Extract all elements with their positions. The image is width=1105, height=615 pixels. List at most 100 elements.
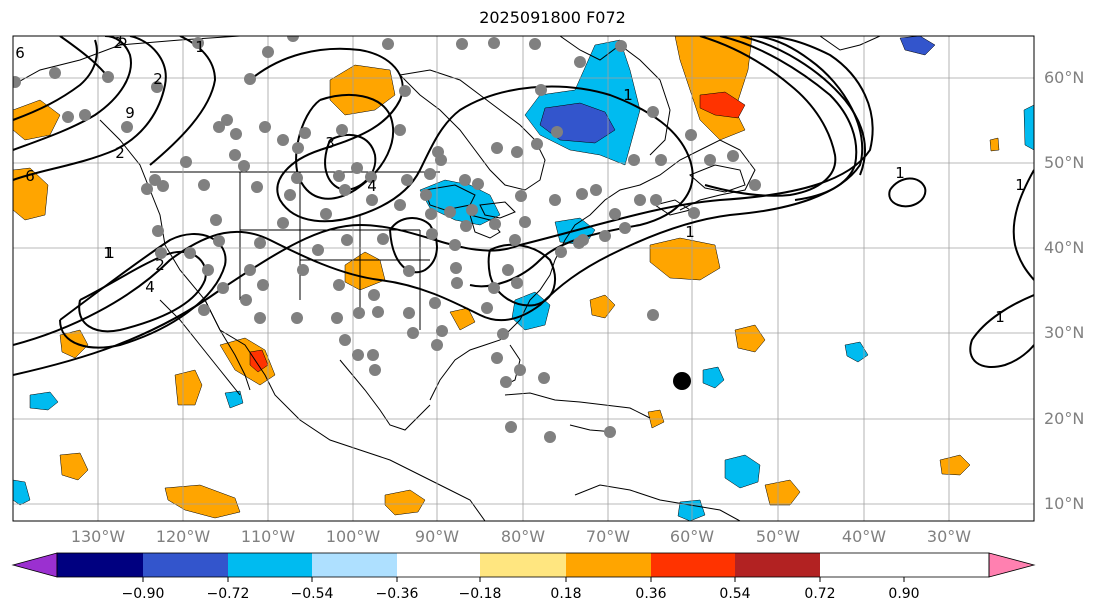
station-dot	[628, 154, 640, 166]
colorbar-arrow-right	[988, 552, 1036, 578]
anomaly-fill-region	[249, 349, 269, 373]
colorbar-frame	[56, 552, 990, 578]
longitude-label: 110°W	[240, 527, 296, 546]
station-dot	[435, 154, 447, 166]
station-dot	[382, 38, 394, 50]
station-dot	[141, 183, 153, 195]
station-dot	[489, 218, 501, 230]
contour-label: 1	[685, 223, 695, 241]
station-dot	[551, 126, 563, 138]
colorbar-segment	[480, 553, 566, 577]
colorbar-tick-label: −0.54	[290, 586, 334, 602]
station-dot	[287, 36, 299, 42]
station-dot	[369, 364, 381, 376]
longitude-label: 50°W	[755, 527, 801, 546]
station-dot	[198, 179, 210, 191]
contour-label: 2	[155, 256, 165, 274]
station-dot	[210, 214, 222, 226]
station-dot	[555, 246, 567, 258]
station-dot	[497, 328, 509, 340]
latitude-label: 60°N	[1044, 68, 1085, 87]
colorbar-tick-label: 0.36	[635, 586, 667, 602]
station-dot	[549, 194, 561, 206]
contour-label: 1	[103, 244, 113, 262]
station-dot	[341, 234, 353, 246]
contour-label: 3	[325, 134, 335, 152]
station-dot	[213, 235, 225, 247]
station-dot	[238, 160, 250, 172]
station-dot	[444, 206, 456, 218]
longitude-label: 90°W	[414, 527, 460, 546]
coastline-path	[204, 299, 251, 391]
station-dot	[531, 138, 543, 150]
anomaly-fill-region	[899, 36, 936, 56]
station-dot	[49, 67, 61, 79]
station-dot	[576, 188, 588, 200]
station-dot	[254, 237, 266, 249]
station-dot	[488, 37, 500, 49]
station-dot	[505, 421, 517, 433]
contour-line	[699, 36, 837, 197]
colorbar-tick-label: −0.90	[121, 586, 165, 602]
longitude-label: 130°W	[70, 527, 126, 546]
station-dot	[368, 289, 380, 301]
contour-line	[59, 233, 227, 349]
colorbar-segment	[735, 553, 820, 577]
station-dot	[213, 121, 225, 133]
contour-label: 1	[623, 86, 633, 104]
map-frame	[12, 35, 1035, 522]
station-dot	[407, 327, 419, 339]
station-dot	[339, 184, 351, 196]
contour-label: 2	[115, 144, 125, 162]
station-dot	[229, 149, 241, 161]
contour-line	[78, 250, 207, 333]
coastline-path	[689, 164, 746, 193]
colorbar-tick-label: −0.18	[458, 586, 502, 602]
contour-line	[13, 39, 98, 121]
anomaly-fill-region	[59, 452, 89, 481]
contour-line	[324, 134, 377, 192]
station-dot	[459, 174, 471, 186]
longitude-label: 100°W	[325, 527, 381, 546]
station-dot	[451, 277, 463, 289]
station-dot	[500, 376, 512, 388]
station-dot	[13, 76, 21, 88]
station-dot	[262, 46, 274, 58]
station-dot	[79, 109, 91, 121]
station-dot	[401, 174, 413, 186]
coastline-path	[159, 299, 241, 396]
station-dot	[488, 282, 500, 294]
station-dot	[609, 208, 621, 220]
station-dot	[244, 264, 256, 276]
station-dot	[292, 142, 304, 154]
station-dot	[685, 129, 697, 141]
colorbar-tick-label: 0.72	[804, 586, 836, 602]
contour-label: 4	[367, 177, 377, 195]
station-dot	[259, 121, 271, 133]
station-dot	[429, 297, 441, 309]
coastline-path	[574, 484, 741, 521]
contour-label: 1	[895, 164, 905, 182]
station-dot	[599, 230, 611, 242]
station-dot	[647, 106, 659, 118]
contour-lines	[13, 36, 1034, 376]
station-dot	[491, 142, 503, 154]
contour-label: 2	[153, 70, 163, 88]
colorbar-tick-label: −0.72	[206, 586, 250, 602]
station-dot	[333, 279, 345, 291]
station-dot	[291, 172, 303, 184]
station-dot	[365, 171, 377, 183]
station-dot	[121, 121, 133, 133]
station-dot	[688, 207, 700, 219]
contour-label: 1	[105, 244, 115, 262]
station-dot	[366, 194, 378, 206]
contour-line	[295, 94, 395, 200]
station-dot	[502, 264, 514, 276]
station-dot	[650, 194, 662, 206]
coastline-path	[819, 36, 881, 51]
anomaly-fill-region	[677, 499, 706, 521]
station-dot	[291, 312, 303, 324]
station-dot	[297, 264, 309, 276]
station-dot	[312, 244, 324, 256]
station-dot	[615, 40, 627, 52]
